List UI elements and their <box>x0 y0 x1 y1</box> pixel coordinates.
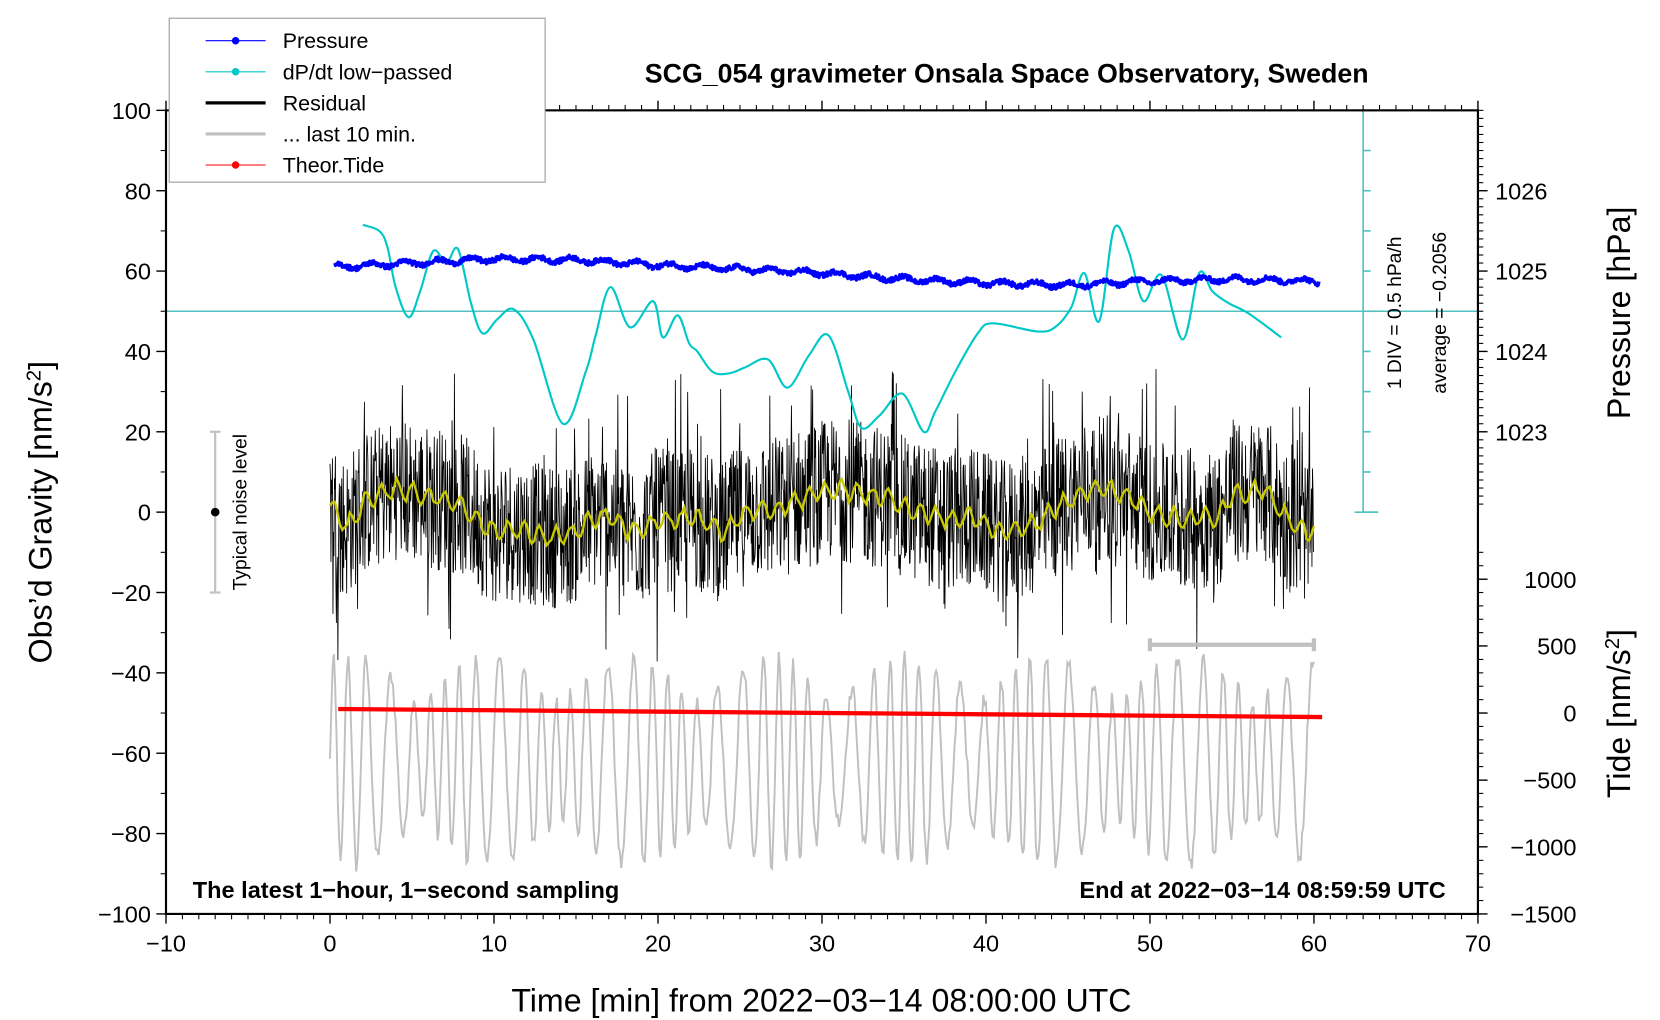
noise-level-center-dot <box>210 507 220 517</box>
dpdt-series-layer <box>166 223 1478 434</box>
end-time-annotation: End at 2022−03−14 08:59:59 UTC <box>1079 877 1445 903</box>
y-left-tick-label: 0 <box>138 500 151 526</box>
legend-label: Residual <box>283 91 366 115</box>
x-tick-label: 70 <box>1465 930 1491 956</box>
tide-tick-label: 1000 <box>1524 567 1576 593</box>
x-tick-label: 10 <box>481 930 507 956</box>
pressure-tick-label: 1026 <box>1495 178 1547 204</box>
y-axis-tide-title: Tide [nm/s2] <box>1601 629 1637 798</box>
legend-label: dP/dt low−passed <box>283 60 453 84</box>
axes-layer: −10 0 10 20 30 40 50 60 70100806040200−20−40−60−… <box>98 98 1576 957</box>
x-tick-label: 30 <box>809 930 835 956</box>
chart-title: SCG_054 gravimeter Onsala Space Observat… <box>645 58 1369 88</box>
tide-tick-label: 0 <box>1563 701 1576 727</box>
pressure-tick-label: 1024 <box>1495 339 1547 365</box>
tide-tick-label: −500 <box>1523 768 1576 794</box>
tide-tick-label: −1000 <box>1510 834 1576 860</box>
y-left-tick-label: 100 <box>112 98 151 124</box>
y-axis-pressure-title: Pressure [hPa] <box>1601 207 1637 420</box>
tide-tick-label: 500 <box>1537 634 1576 660</box>
dpdt-average-label: average = −0.2056 <box>1430 232 1451 394</box>
tide-series-layer <box>338 706 1323 720</box>
legend-swatch-marker <box>231 36 240 45</box>
legend-swatch-marker <box>231 161 240 169</box>
x-tick-label: 0 <box>323 930 336 956</box>
dpdt-line <box>362 223 1282 434</box>
last10-series-layer <box>329 650 1315 872</box>
x-tick-label: 50 <box>1137 930 1163 956</box>
residual-line <box>329 369 1314 662</box>
x-axis-title: Time [min] from 2022−03−14 08:00:00 UTC <box>511 982 1131 1018</box>
legend-label: Theor.Tide <box>283 153 385 177</box>
y-left-tick-label: −100 <box>98 901 151 927</box>
smoothed-residual-layer <box>329 474 1316 548</box>
legend-box <box>168 17 546 183</box>
y-left-tick-label: 60 <box>125 259 151 285</box>
y-left-tick-label: 20 <box>125 419 151 445</box>
extras-layer <box>209 109 1379 652</box>
residual-series-layer <box>329 369 1314 662</box>
pressure-series-layer <box>333 253 1321 292</box>
tide-tick-label: −1500 <box>1510 901 1576 927</box>
last10-line <box>329 650 1315 872</box>
noise-level-label: Typical noise level <box>230 434 251 590</box>
x-tick-label: 40 <box>973 930 999 956</box>
y-axis-left-title: Obs’d Gravity [nm/s2] <box>22 361 58 663</box>
x-tick-label: 20 <box>645 930 671 956</box>
sampling-annotation: The latest 1−hour, 1−second sampling <box>193 877 620 903</box>
dpdt-scale-label: 1 DIV = 0.5 hPa/h <box>1385 237 1406 390</box>
legend-label: ... last 10 min. <box>283 122 416 146</box>
pressure-line <box>333 253 1321 292</box>
legend: Pressure dP/dt low−passed Residual ... last… <box>168 17 546 183</box>
x-tick-label: 60 <box>1301 930 1327 956</box>
y-left-tick-label: −40 <box>111 660 151 686</box>
y-left-tick-label: 40 <box>125 339 151 365</box>
x-tick-label: −10 <box>146 930 186 956</box>
y-left-tick-label: 80 <box>125 178 151 204</box>
pressure-tick-label: 1023 <box>1495 419 1547 445</box>
y-left-tick-label: −60 <box>111 741 151 767</box>
y-left-tick-label: −80 <box>111 821 151 847</box>
legend-label: Pressure <box>283 29 369 53</box>
legend-swatch-marker <box>231 68 240 76</box>
residual-smoothed-line <box>329 474 1316 548</box>
y-left-tick-label: −20 <box>111 580 151 606</box>
pressure-tick-label: 1025 <box>1495 259 1547 285</box>
tide-line <box>338 706 1323 720</box>
